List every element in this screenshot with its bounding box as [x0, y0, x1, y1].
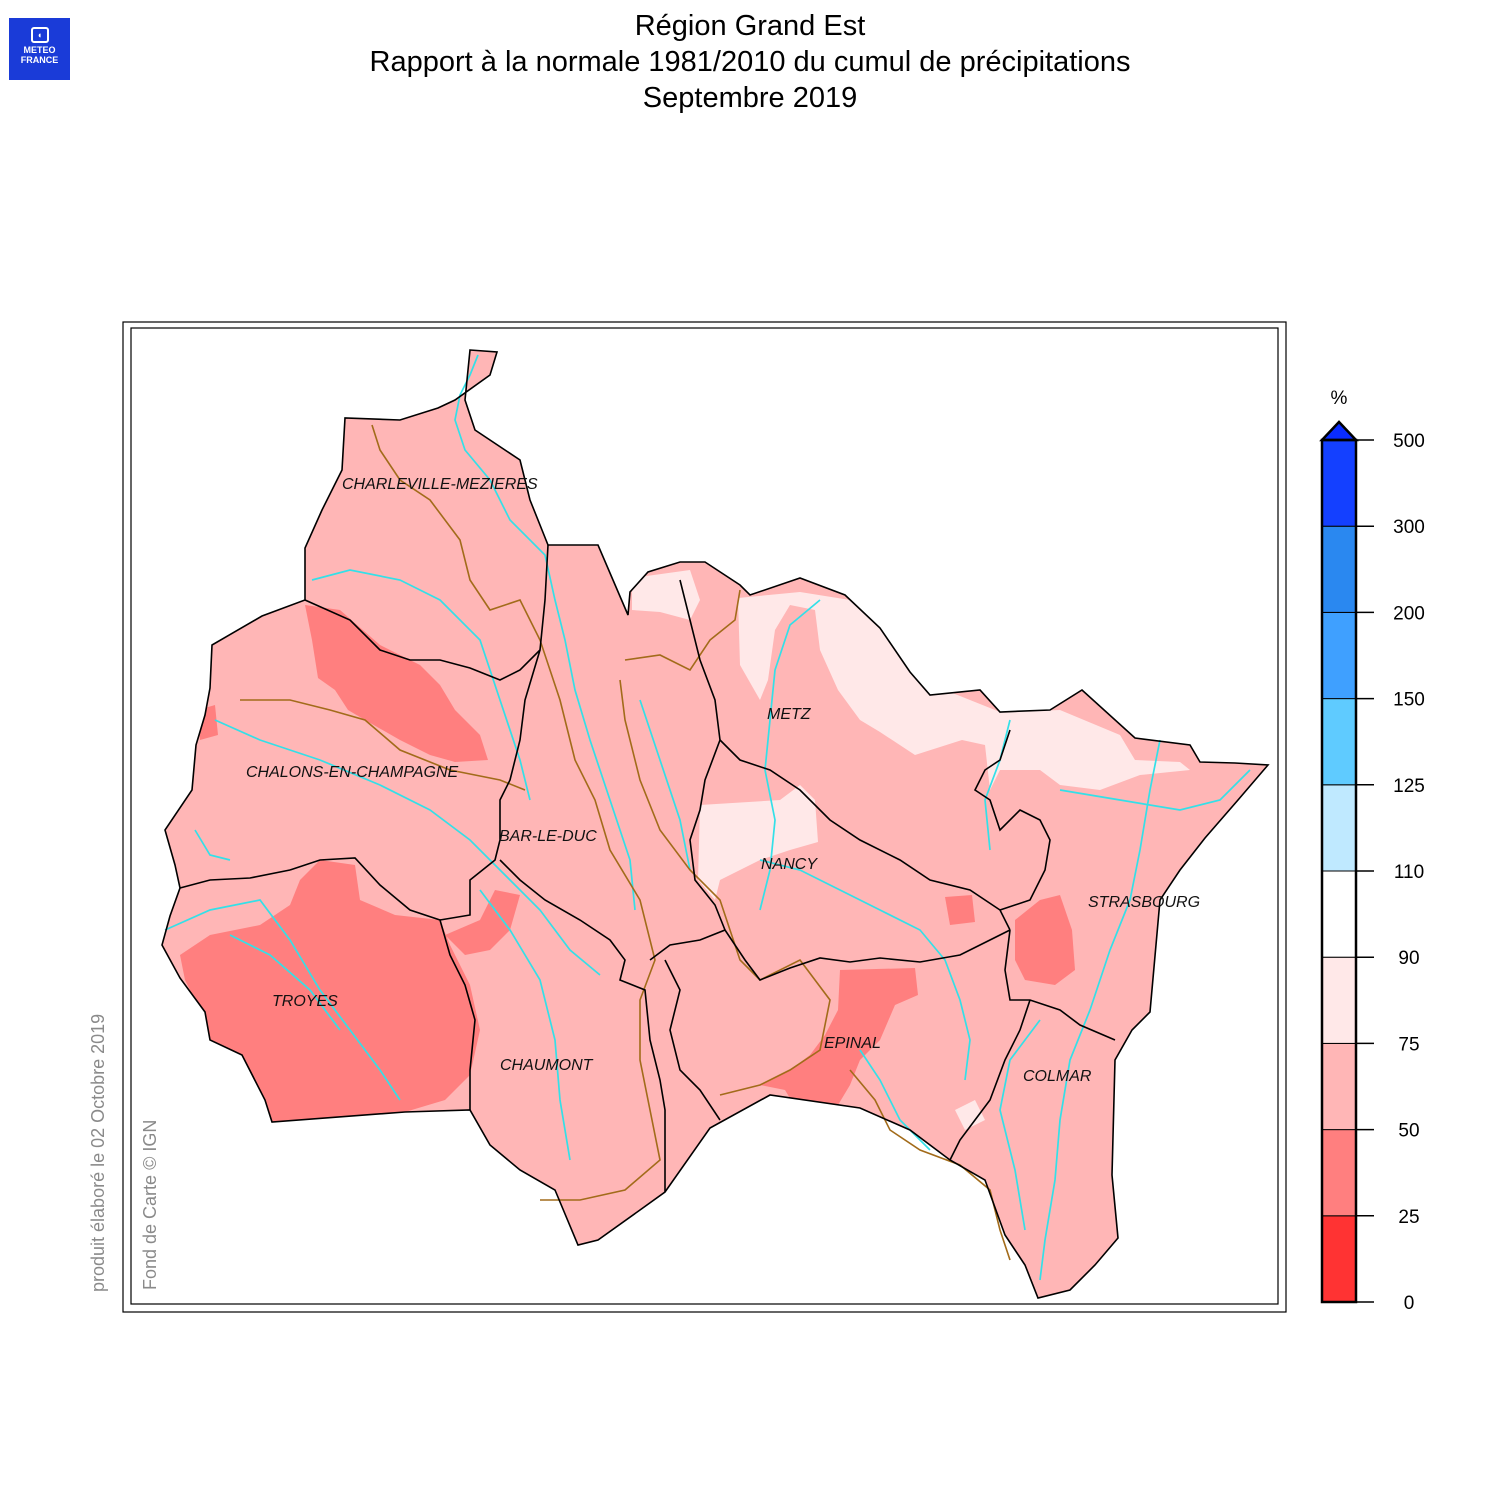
- legend-tick-label: 110: [1394, 862, 1424, 883]
- river-meuse: [454, 354, 636, 911]
- city-label-chaumont: CHAUMONT: [500, 1057, 594, 1074]
- ratio-class-25-50-zone: [305, 605, 488, 762]
- map-title-block: Région Grand Est Rapport à la normale 19…: [0, 8, 1500, 116]
- ratio-class-25-50-zone: [945, 895, 975, 925]
- city-label-chalons-en-champagne: CHALONS-EN-CHAMPAGNE: [246, 764, 459, 781]
- precipitation-field: [162, 350, 1268, 1298]
- city-labels: CHARLEVILLE-MEZIERES METZ CHALONS-EN-CHA…: [246, 476, 1200, 1085]
- river-orne: [639, 699, 691, 871]
- border-marne-aube: [179, 869, 291, 889]
- basin-divide-vosges: [849, 1069, 1011, 1261]
- border-ardennes-marne: [304, 544, 549, 681]
- city-label-metz: METZ: [767, 706, 812, 723]
- ratio-class-75-90-zone: [632, 570, 700, 620]
- city-label-colmar: COLMAR: [1023, 1068, 1092, 1085]
- legend-bin: [1321, 870, 1357, 958]
- city-label-strasbourg: STRASBOURG: [1088, 894, 1200, 911]
- river-ill: [999, 1019, 1041, 1231]
- river-vesle: [194, 829, 231, 861]
- river-moselle-upper: [859, 1049, 931, 1151]
- ratio-class-25-50-zone: [198, 705, 218, 740]
- ratio-class-75-90-zone: [955, 1100, 985, 1130]
- basin-divide-marne: [240, 699, 526, 791]
- river-seine: [164, 899, 401, 1101]
- department-borders: [161, 349, 1270, 1299]
- legend-ticks: 0 25 50 75 90 110 125 150 200 300 500: [1356, 431, 1425, 1314]
- border-haute-marne: [499, 859, 666, 1192]
- river-rhine: [1039, 739, 1161, 1281]
- border-moselle-basrhin: [973, 729, 1051, 911]
- legend-tick-label: 300: [1393, 517, 1425, 538]
- ratio-class-25-50-zone: [1015, 895, 1075, 985]
- ratio-class-25-50-zone: [180, 860, 480, 1122]
- logo-text-line1: METEO: [23, 45, 56, 55]
- logo-text-line2: FRANCE: [20, 55, 59, 65]
- basin-divide-meuse-east: [619, 679, 831, 1096]
- legend-tick-label: 150: [1393, 690, 1425, 711]
- river-meurthe: [759, 859, 971, 1081]
- legend-bin: [1321, 1215, 1357, 1303]
- legend-tick-label: 0: [1404, 1293, 1415, 1314]
- city-label-nancy: NANCY: [761, 856, 818, 873]
- map-frame-inner: [130, 327, 1279, 1305]
- legend-tick-label: 50: [1398, 1121, 1419, 1142]
- map-title-variable: Rapport à la normale 1981/2010 du cumul …: [369, 46, 1131, 78]
- legend-bin: [1321, 1129, 1357, 1217]
- legend-tick-label: 75: [1398, 1034, 1419, 1055]
- river-marne: [479, 889, 571, 1161]
- map-title-period: Septembre 2019: [642, 82, 858, 114]
- river-moselle: [759, 599, 821, 911]
- legend-bin: [1321, 698, 1357, 786]
- legend-bin: [1321, 1042, 1357, 1131]
- map-title-region: Région Grand Est: [634, 10, 866, 42]
- legend-tick-label: 90: [1398, 948, 1419, 969]
- legend-overflow-arrow: [1319, 420, 1359, 442]
- legend-bin: [1321, 525, 1357, 613]
- legend-bin: [1321, 956, 1357, 1044]
- legend-tick-label: 200: [1393, 603, 1425, 624]
- city-label-charleville-mezieres: CHARLEVILLE-MEZIERES: [342, 476, 538, 493]
- ratio-class-75-90-zone: [698, 785, 818, 900]
- river-rhine-north: [1059, 769, 1251, 811]
- basin-divide-lorraine: [624, 589, 741, 672]
- legend-unit: %: [1331, 388, 1348, 409]
- river-aisne: [311, 569, 531, 801]
- legend-bin: [1321, 784, 1357, 872]
- ratio-class-75-90-zone: [738, 592, 1190, 790]
- rivers: [164, 354, 1251, 1281]
- border-moselle-mm: [719, 739, 1011, 931]
- river-marne-upper: [214, 719, 601, 976]
- border-mm-vosges: [724, 929, 1011, 981]
- city-label-troyes: TROYES: [272, 993, 338, 1010]
- legend-tick-label: 25: [1398, 1207, 1419, 1228]
- ratio-class-25-50-zone: [445, 890, 520, 955]
- legend-bin: [1321, 611, 1357, 700]
- border-meuse-mm: [649, 579, 727, 961]
- border-vosges-hautrhin: [949, 999, 1031, 1161]
- logo-icon: ◖: [30, 27, 49, 43]
- border-aube: [289, 857, 476, 1110]
- basin-boundaries: [240, 424, 1011, 1261]
- legend-color-bins: [1321, 439, 1357, 1303]
- legend-tick-label: 500: [1393, 431, 1425, 452]
- basin-divide-meuse-west: [371, 424, 661, 1201]
- map-frame-outer: [122, 321, 1287, 1313]
- border-marne-meuse: [439, 649, 541, 921]
- ratio-class-25-50-zone: [760, 968, 918, 1115]
- city-label-epinal: EPINAL: [824, 1035, 881, 1052]
- legend-bin: [1321, 439, 1357, 527]
- river-aube: [229, 934, 341, 1031]
- legend-tick-label: 125: [1393, 776, 1425, 797]
- region-outline: [161, 349, 1270, 1299]
- border-hm-vosges: [664, 959, 721, 1121]
- city-label-bar-le-duc: BAR-LE-DUC: [499, 828, 597, 845]
- meteo-france-logo: ◖ METEO FRANCE: [9, 18, 70, 80]
- river-sarre: [984, 719, 1011, 851]
- legend: % 0 25 50 75 90 110 125 150 200 300 500: [1319, 388, 1425, 1314]
